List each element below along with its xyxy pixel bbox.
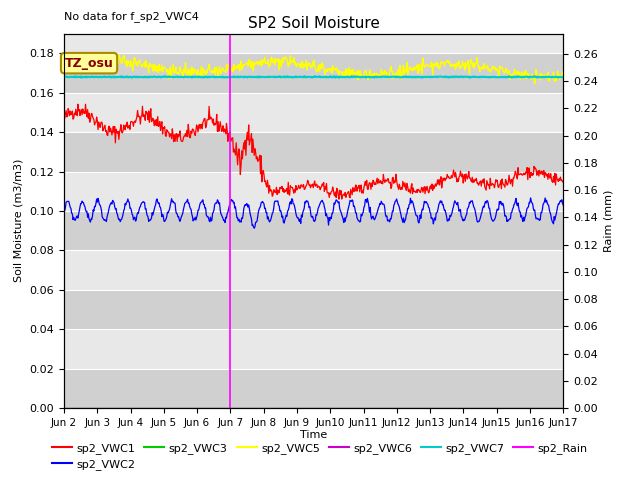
Bar [64,171,563,211]
Bar [64,251,563,290]
Text: No data for f_sp2_VWC4: No data for f_sp2_VWC4 [64,11,199,22]
Bar [64,14,563,53]
Y-axis label: Raim (mm): Raim (mm) [604,190,613,252]
Bar [64,53,563,93]
Title: SP2 Soil Moisture: SP2 Soil Moisture [248,16,380,31]
Bar [64,369,563,408]
Bar [64,93,563,132]
Bar [64,132,563,171]
Bar [64,211,563,251]
Bar [64,290,563,329]
Bar [64,329,563,369]
Y-axis label: Soil Moisture (m3/m3): Soil Moisture (m3/m3) [14,159,24,283]
Text: TZ_osu: TZ_osu [65,57,113,70]
Legend: sp2_VWC1, sp2_VWC2, sp2_VWC3, sp2_VWC5, sp2_VWC6, sp2_VWC7, sp2_Rain: sp2_VWC1, sp2_VWC2, sp2_VWC3, sp2_VWC5, … [47,438,593,474]
X-axis label: Time: Time [300,431,327,441]
